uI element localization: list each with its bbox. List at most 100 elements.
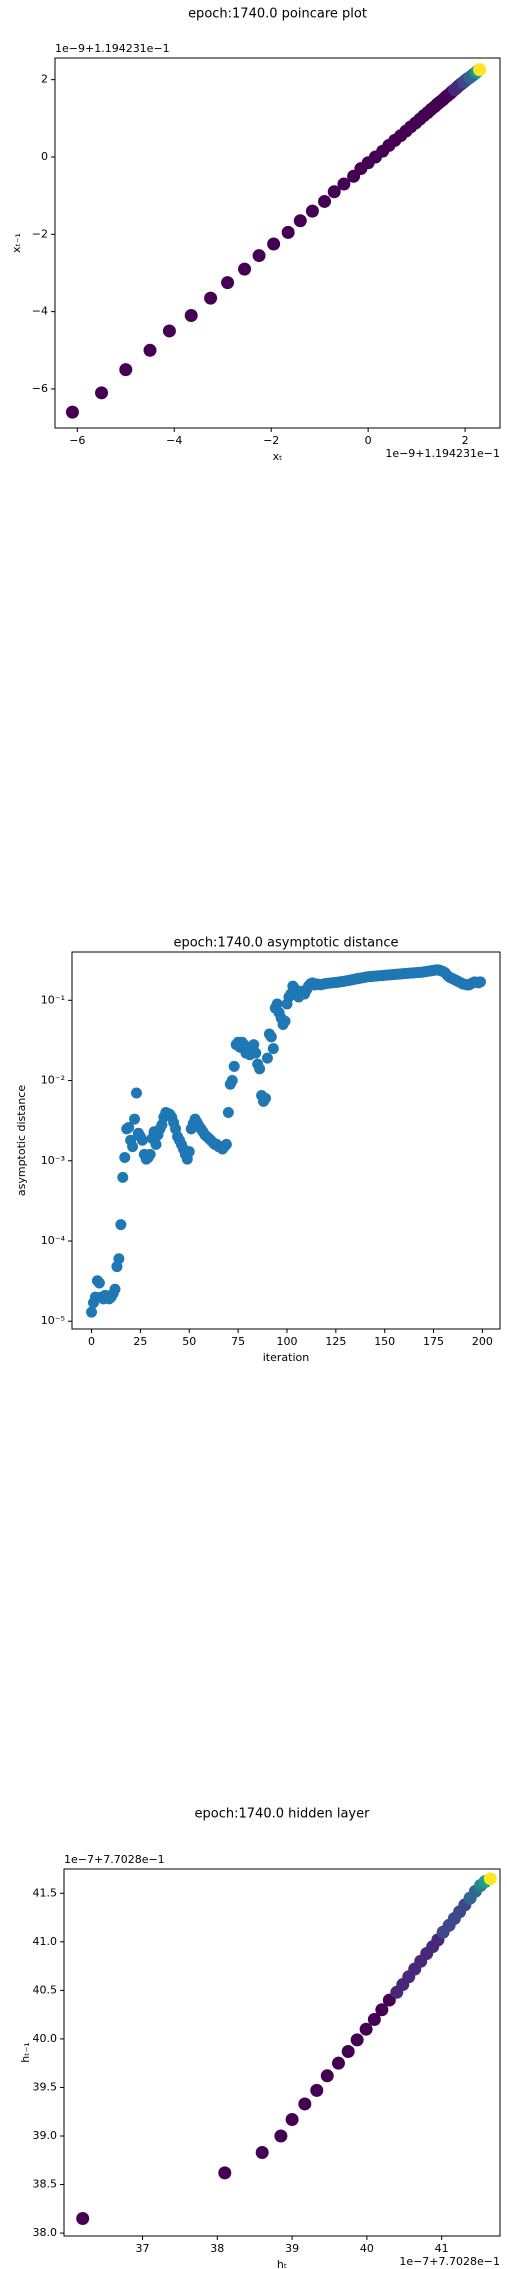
x-axis-label: iteration bbox=[263, 1351, 309, 1364]
y-axis-label: hₜ₋₁ bbox=[19, 2042, 32, 2062]
point bbox=[474, 976, 486, 988]
y-tick-label: 10⁻⁵ bbox=[41, 1314, 65, 1327]
x-tick-label: 25 bbox=[133, 1335, 147, 1348]
x-tick-label: 0 bbox=[88, 1335, 95, 1348]
point bbox=[226, 1075, 238, 1087]
point bbox=[305, 204, 319, 218]
point bbox=[250, 1047, 262, 1059]
x-tick-label: 125 bbox=[325, 1335, 346, 1348]
y-tick-label: 38.0 bbox=[33, 2226, 58, 2239]
point bbox=[259, 1092, 271, 1104]
point bbox=[367, 2012, 381, 2026]
point bbox=[252, 249, 266, 263]
x-tick-label: 0 bbox=[365, 434, 372, 447]
point bbox=[267, 1043, 279, 1055]
point bbox=[279, 1015, 291, 1027]
chart-title: epoch:1740.0 poincare plot bbox=[188, 7, 367, 22]
point bbox=[350, 2033, 364, 2047]
point bbox=[341, 2045, 355, 2059]
x-axis-label: hₜ bbox=[277, 2258, 287, 2269]
x-tick-label: 50 bbox=[182, 1335, 196, 1348]
point bbox=[150, 1138, 162, 1150]
y-tick-label: 39.0 bbox=[33, 2129, 58, 2142]
point bbox=[228, 1060, 240, 1072]
x-tick-label: −6 bbox=[69, 434, 85, 447]
x-tick-label: −2 bbox=[263, 434, 279, 447]
y-tick-label: −6 bbox=[32, 382, 48, 395]
y-axis-label: asymptotic distance bbox=[15, 1085, 28, 1196]
x-tick-label: 40 bbox=[360, 2242, 374, 2255]
point bbox=[65, 405, 79, 419]
x-tick-label: 37 bbox=[136, 2242, 150, 2255]
point bbox=[261, 1052, 273, 1064]
point bbox=[293, 214, 307, 228]
x-tick-label: 150 bbox=[374, 1335, 395, 1348]
y-tick-label: 41.0 bbox=[33, 1935, 58, 1948]
point bbox=[113, 1253, 125, 1265]
point bbox=[184, 308, 198, 322]
point bbox=[86, 1306, 98, 1318]
y-offset-label: 1e−9+1.194231e−1 bbox=[55, 42, 170, 55]
y-tick-label: 0 bbox=[41, 150, 48, 163]
y-tick-label: 2 bbox=[41, 73, 48, 86]
point bbox=[129, 1113, 141, 1125]
point bbox=[271, 998, 283, 1010]
point bbox=[238, 262, 252, 276]
y-tick-label: 38.5 bbox=[33, 2178, 58, 2191]
y-tick-label: 10⁻¹ bbox=[41, 993, 65, 1006]
y-tick-label: 10⁻⁴ bbox=[41, 1234, 66, 1247]
y-tick-label: 40.5 bbox=[33, 1983, 58, 1996]
point bbox=[337, 177, 351, 191]
point bbox=[473, 63, 487, 77]
point bbox=[281, 225, 295, 239]
point bbox=[136, 1134, 148, 1146]
point bbox=[274, 2129, 288, 2143]
point bbox=[327, 185, 341, 199]
point bbox=[144, 1148, 156, 1160]
point bbox=[310, 2083, 324, 2097]
point bbox=[221, 276, 235, 290]
y-tick-label: 10⁻³ bbox=[41, 1154, 65, 1167]
point bbox=[162, 324, 176, 338]
point bbox=[255, 2146, 269, 2160]
y-offset-label: 1e−7+7.7028e−1 bbox=[64, 1853, 165, 1866]
y-tick-label: −2 bbox=[32, 227, 48, 240]
y-tick-label: 10⁻² bbox=[41, 1074, 65, 1087]
x-tick-label: 100 bbox=[276, 1335, 297, 1348]
x-tick-label: 75 bbox=[231, 1335, 245, 1348]
x-tick-label: −4 bbox=[166, 434, 182, 447]
point bbox=[218, 2166, 232, 2180]
point bbox=[320, 2069, 334, 2083]
y-axis-label: xₜ₋₁ bbox=[10, 233, 23, 253]
point bbox=[119, 1151, 131, 1163]
point bbox=[76, 2212, 90, 2226]
point bbox=[95, 386, 109, 400]
axes-frame bbox=[54, 57, 501, 429]
x-tick-label: 38 bbox=[210, 2242, 224, 2255]
y-tick-label: −4 bbox=[32, 305, 48, 318]
point bbox=[331, 2056, 345, 2070]
point bbox=[93, 1277, 105, 1289]
point bbox=[254, 1063, 266, 1075]
point bbox=[183, 1146, 195, 1158]
x-offset-label: 1e−7+7.7028e−1 bbox=[399, 2255, 500, 2268]
x-tick-label: 41 bbox=[435, 2242, 449, 2255]
chart-title: epoch:1740.0 hidden layer bbox=[195, 1807, 371, 1822]
axes-frame bbox=[63, 1868, 501, 2237]
point bbox=[222, 1106, 234, 1118]
chart-title: epoch:1740.0 asymptotic distance bbox=[173, 936, 398, 951]
y-tick-label: 39.5 bbox=[33, 2080, 58, 2093]
point bbox=[123, 1121, 135, 1133]
point bbox=[119, 363, 133, 377]
y-tick-label: 40.0 bbox=[33, 2032, 58, 2045]
x-tick-label: 175 bbox=[423, 1335, 444, 1348]
axes-frame bbox=[71, 951, 501, 1330]
x-axis-label: xₜ bbox=[273, 450, 283, 463]
point bbox=[248, 1039, 260, 1051]
point bbox=[109, 1283, 121, 1295]
point bbox=[130, 1087, 142, 1099]
point bbox=[265, 1031, 277, 1043]
point bbox=[117, 1171, 129, 1183]
point bbox=[143, 343, 157, 357]
